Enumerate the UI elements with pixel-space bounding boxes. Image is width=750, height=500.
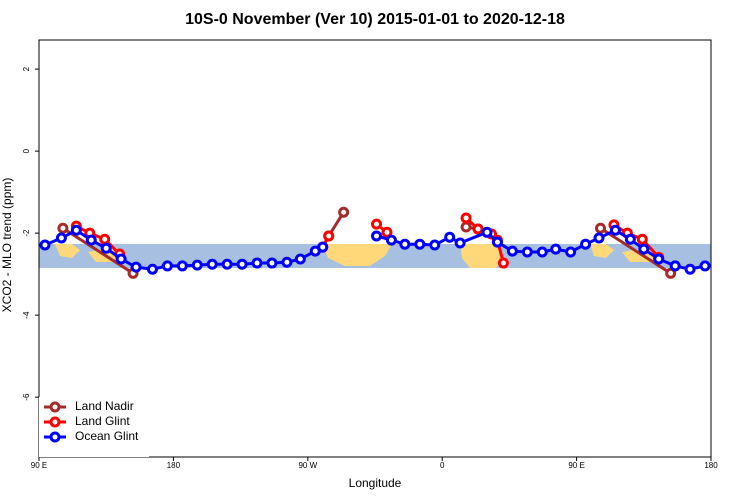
legend-marker	[49, 416, 61, 428]
legend-marker	[49, 431, 61, 443]
point	[593, 232, 605, 244]
point	[266, 257, 278, 269]
point	[638, 243, 650, 255]
point	[609, 224, 621, 236]
x-tick-label: 90 W	[298, 461, 317, 470]
x-tick-label: 180	[704, 461, 718, 470]
point	[636, 233, 648, 245]
point	[580, 238, 592, 250]
x-tick-label: 90 E	[31, 461, 47, 470]
point	[281, 256, 293, 268]
y-tick-label: 2	[22, 66, 31, 71]
point	[506, 245, 518, 257]
point	[115, 253, 127, 265]
point	[100, 242, 112, 254]
y-tick-label: -6	[22, 393, 31, 401]
point	[57, 222, 69, 234]
chart-title: 10S-0 November (Ver 10) 2015-01-01 to 20…	[185, 11, 565, 28]
x-axis-label: Longitude	[349, 476, 402, 490]
point	[85, 234, 97, 246]
point	[370, 230, 382, 242]
point	[414, 238, 426, 250]
point	[176, 260, 188, 272]
y-tick-label: -4	[22, 311, 31, 319]
point	[624, 233, 636, 245]
point	[221, 258, 233, 270]
point	[699, 260, 711, 272]
point	[191, 259, 203, 271]
point	[653, 253, 665, 265]
point	[454, 237, 466, 249]
point	[385, 234, 397, 246]
point	[70, 224, 82, 236]
point	[472, 223, 484, 235]
point	[460, 221, 472, 233]
point	[491, 236, 503, 248]
point	[323, 230, 335, 242]
point	[481, 226, 493, 238]
point	[550, 243, 562, 255]
plot-frame	[38, 39, 712, 458]
series-line	[75, 216, 660, 264]
y-axis-label: XCO2 - MLO trend (ppm)	[0, 178, 14, 313]
point	[399, 238, 411, 250]
point	[55, 232, 67, 244]
point	[665, 267, 677, 279]
point	[130, 261, 142, 273]
point	[146, 263, 158, 275]
legend-marker	[49, 401, 61, 413]
y-tick-label: -2	[22, 229, 31, 237]
point	[381, 226, 393, 238]
point	[39, 239, 51, 251]
point	[251, 257, 263, 269]
x-tick-label: 180	[167, 461, 181, 470]
point	[338, 206, 350, 218]
x-tick-label: 90 E	[568, 461, 584, 470]
point	[294, 253, 306, 265]
point	[497, 257, 509, 269]
point	[206, 258, 218, 270]
y-tick-label: 0	[22, 148, 31, 153]
point	[594, 222, 606, 234]
point	[236, 258, 248, 270]
x-tick-label: 0	[440, 461, 445, 470]
point	[669, 260, 681, 272]
point	[161, 260, 173, 272]
point	[521, 246, 533, 258]
legend-label: Land Nadir	[75, 399, 134, 413]
point	[684, 263, 696, 275]
point	[429, 239, 441, 251]
point	[317, 241, 329, 253]
legend-label: Ocean Glint	[75, 429, 139, 443]
land	[322, 244, 392, 266]
series-line	[62, 211, 672, 275]
land	[460, 244, 505, 268]
point	[444, 231, 456, 243]
point	[536, 246, 548, 258]
point	[370, 218, 382, 230]
point	[99, 233, 111, 245]
point	[565, 246, 577, 258]
legend-label: Land Glint	[75, 414, 130, 428]
point	[460, 212, 472, 224]
